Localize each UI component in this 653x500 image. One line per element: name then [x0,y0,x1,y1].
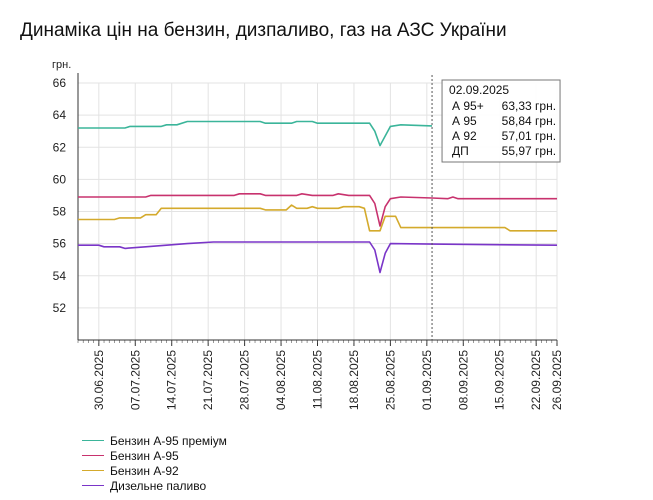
y-tick-label: 60 [53,172,67,186]
tooltip-series-name: А 95 [452,114,477,128]
legend-item[interactable]: Бензин А-95 преміум [82,433,227,448]
y-tick-label: 64 [53,108,67,122]
y-tick-label: 58 [53,205,67,219]
y-tick-label: 62 [53,140,67,154]
x-tick-label: 30.06.2025 [92,350,106,410]
tooltip-series-name: А 92 [452,129,477,143]
tooltip-series-name: ДП [452,144,469,158]
tooltip-value: 57,01 грн. [502,129,556,143]
series-line [78,241,558,274]
legend-swatch [82,485,104,486]
x-tick-label: 18.08.2025 [347,350,361,410]
x-tick-label: 15.09.2025 [493,350,507,410]
x-tick-label: 01.09.2025 [420,350,434,410]
x-tick-label: 26.09.2025 [550,350,564,410]
series-line [78,204,557,232]
legend-label: Бензин А-95 преміум [110,433,227,448]
legend-label: Бензин А-95 [110,448,179,463]
legend-item[interactable]: Дизельне паливо [82,478,227,493]
x-tick-label: 21.07.2025 [201,350,215,410]
legend-item[interactable]: Бензин А-92 [82,463,227,478]
x-tick-label: 28.07.2025 [238,350,252,410]
x-tick-label: 22.09.2025 [529,350,543,410]
series-line [78,120,433,147]
x-tick-label: 04.08.2025 [274,350,288,410]
y-tick-label: 56 [53,237,67,251]
tooltip-value: 58,84 грн. [502,114,556,128]
series-line [78,193,557,227]
tooltip-value: 63,33 грн. [502,99,556,113]
chart-title: Динаміка цін на бензин, дизпаливо, газ н… [20,20,507,41]
legend-swatch [82,455,104,456]
y-tick-label: 54 [53,269,67,283]
y-tick-label: 52 [53,301,67,315]
tooltip-box [441,79,561,163]
x-tick-label: 07.07.2025 [128,350,142,410]
legend-swatch [82,470,104,471]
x-tick-label: 25.08.2025 [383,350,397,410]
y-axis-label: грн. [52,59,71,71]
x-tick-label: 14.07.2025 [165,350,179,410]
legend-swatch [82,440,104,441]
x-tick-label: 11.08.2025 [311,350,325,409]
legend-label: Дизельне паливо [110,478,207,493]
legend-label: Бензин А-92 [110,463,179,478]
tooltip-value: 55,97 грн. [502,144,556,158]
tooltip-date: 02.09.2025 [449,83,509,97]
chart-legend: Бензин А-95 преміум Бензин А-95 Бензин А-9… [82,433,227,493]
x-tick-label: 08.09.2025 [456,350,470,410]
legend-item[interactable]: Бензин А-95 [82,448,227,463]
tooltip-series-name: А 95+ [452,99,484,113]
y-tick-label: 66 [53,76,67,90]
